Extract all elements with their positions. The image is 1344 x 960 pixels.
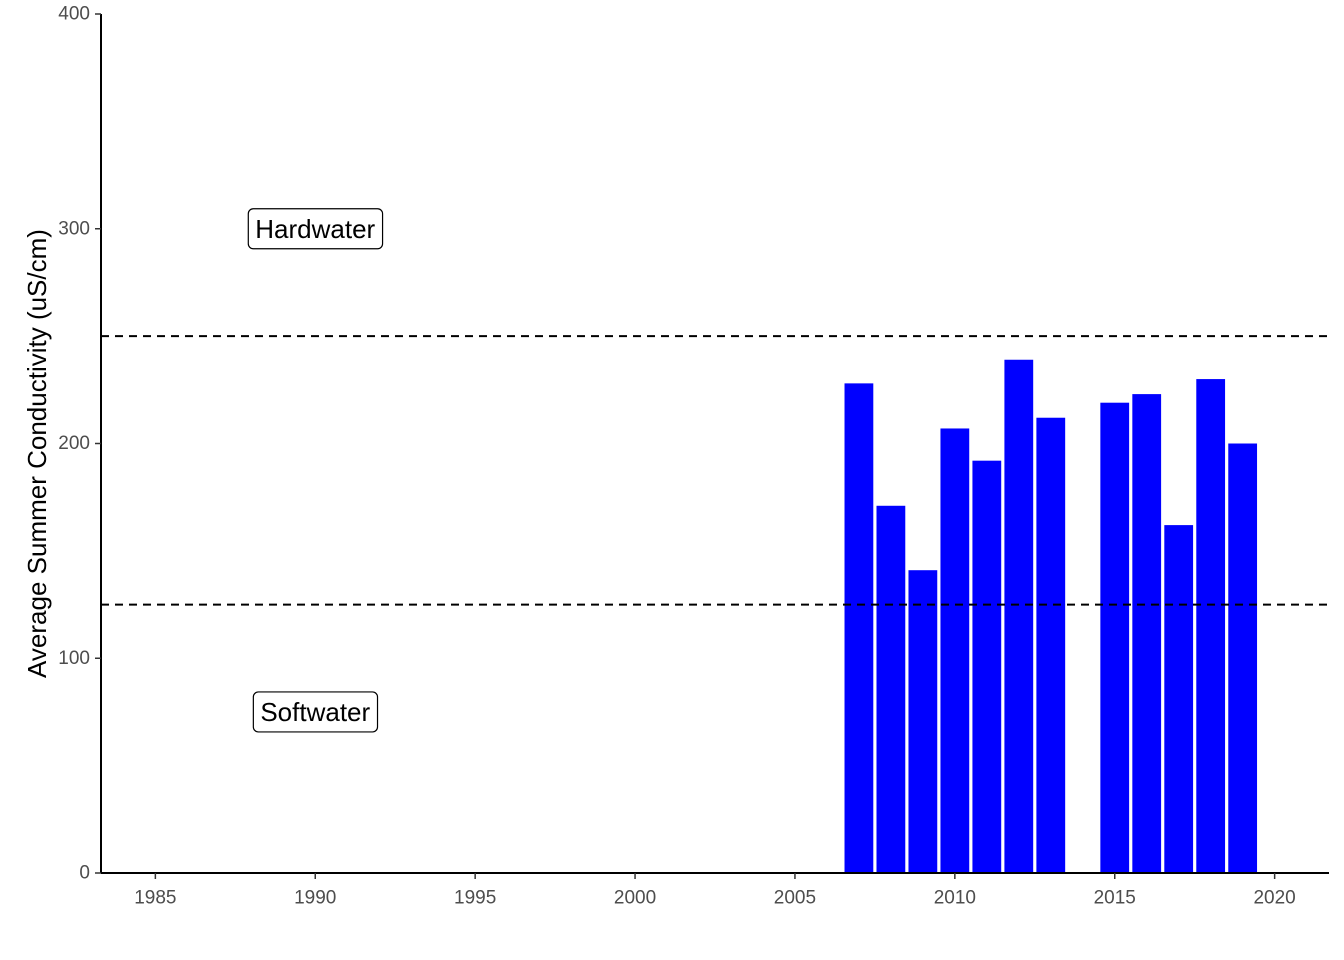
bar-2015 — [1100, 402, 1130, 873]
y-tick-label: 300 — [58, 218, 90, 239]
annotation-label: Softwater — [260, 697, 370, 727]
annotation-box — [252, 691, 379, 733]
x-tick-label: 2010 — [934, 888, 976, 909]
bar-2008 — [876, 505, 906, 873]
y-ticks: 0 100 200 300 400 — [58, 4, 101, 884]
bar-2013 — [1036, 417, 1066, 873]
x-tick-label: 2000 — [614, 888, 656, 909]
bar-2011 — [972, 460, 1002, 873]
x-tick-label: 2015 — [1094, 888, 1136, 909]
y-tick-label: 400 — [58, 4, 90, 25]
x-tick-label: 1985 — [134, 888, 176, 909]
bar-2016 — [1132, 394, 1162, 873]
bar-2007 — [844, 383, 874, 873]
y-tick-label: 0 — [79, 863, 90, 884]
y-tick-label: 200 — [58, 433, 90, 454]
x-ticks: 1985 1990 1995 2000 2005 2010 2015 2020 — [134, 873, 1296, 909]
bar-2009 — [908, 570, 938, 873]
annotation-label: Hardwater — [255, 214, 375, 244]
y-axis-title: Average Summer Conductivity (uS/cm) — [22, 229, 52, 678]
bar-2017 — [1164, 525, 1194, 873]
x-tick-label: 2020 — [1253, 888, 1295, 909]
bar-2018 — [1196, 379, 1226, 873]
annotations: Hardwater Softwater — [247, 208, 384, 733]
x-tick-label: 2005 — [774, 888, 816, 909]
x-tick-label: 1990 — [294, 888, 336, 909]
bar-2010 — [940, 428, 970, 873]
annotation-box — [247, 208, 384, 250]
annotation-softwater: Softwater — [252, 691, 379, 733]
bar-2019 — [1228, 443, 1258, 873]
x-tick-label: 1995 — [454, 888, 496, 909]
bar-2012 — [1004, 359, 1034, 873]
annotation-hardwater: Hardwater — [247, 208, 384, 250]
reference-lines — [101, 335, 1329, 606]
bars-layer — [844, 359, 1258, 873]
y-tick-label: 100 — [58, 648, 90, 669]
